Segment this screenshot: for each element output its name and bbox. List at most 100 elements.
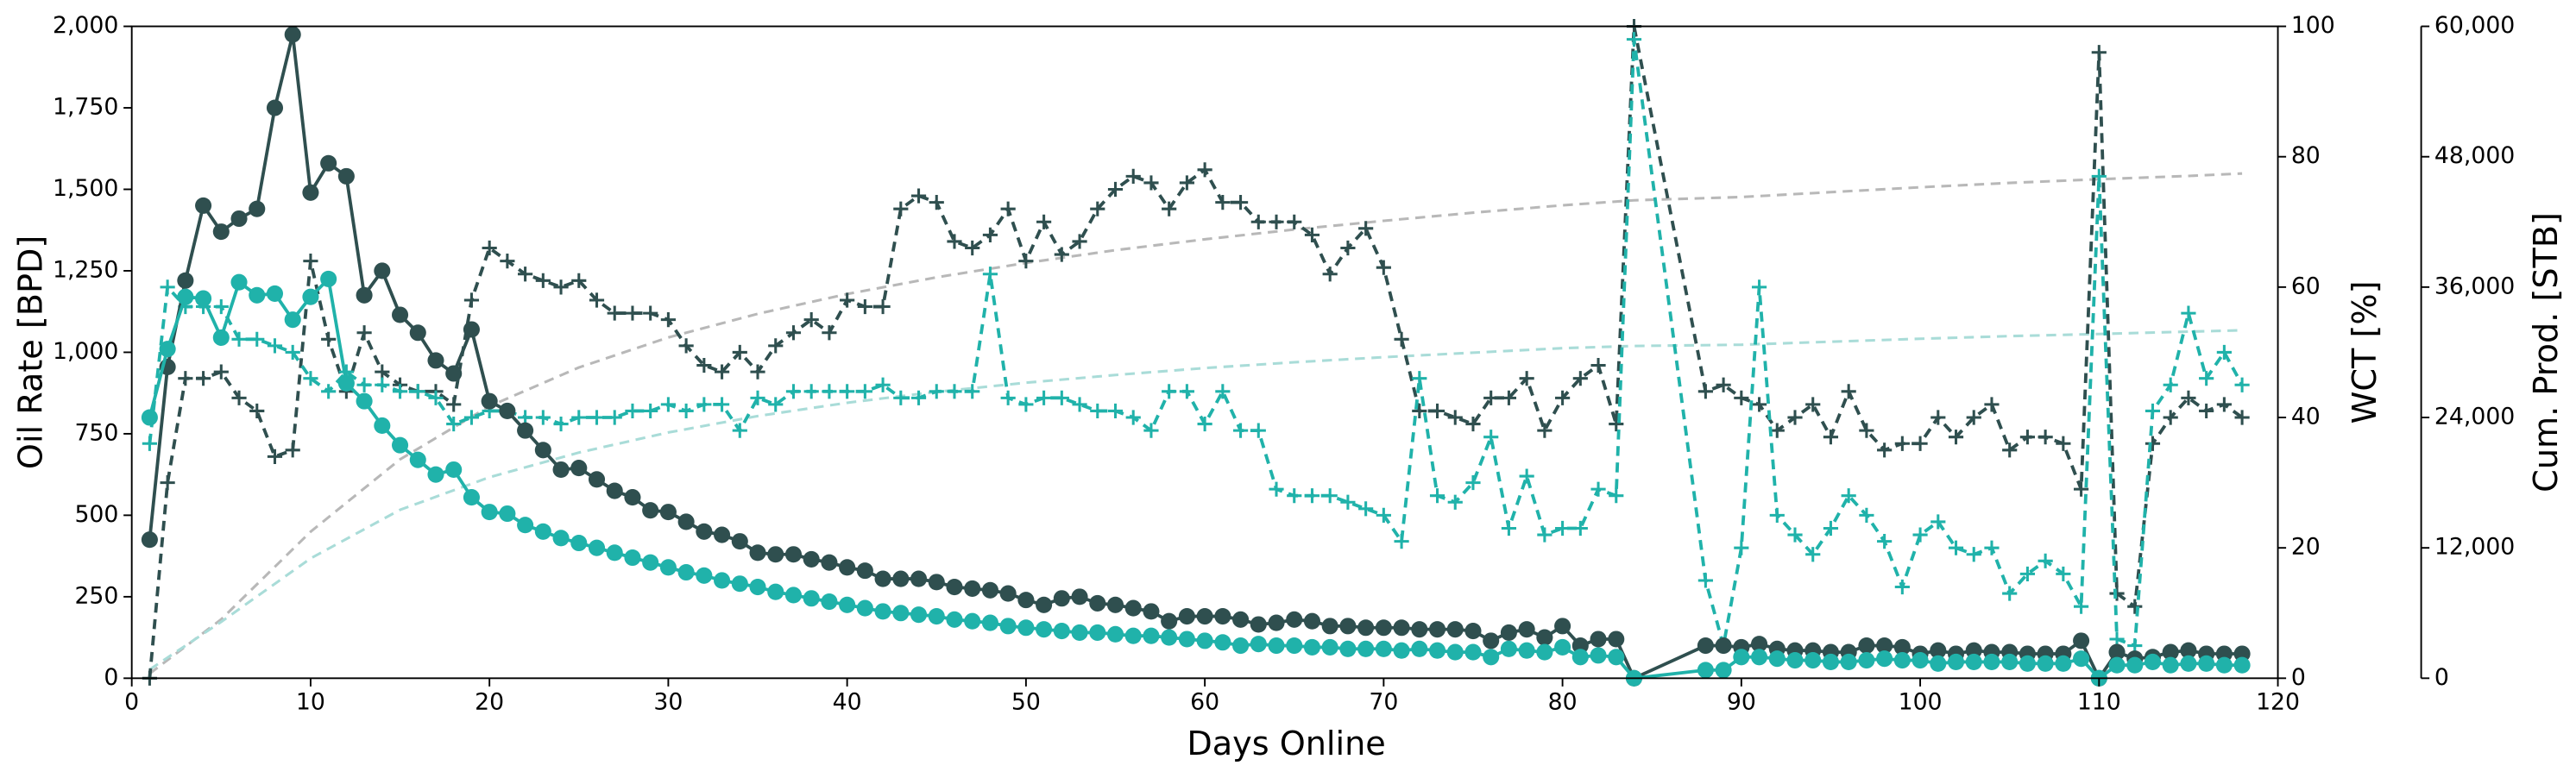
point-marker	[589, 410, 605, 425]
point-marker	[1590, 481, 1606, 497]
point-marker	[1107, 403, 1124, 419]
series-line	[148, 37, 2244, 648]
point-marker	[750, 390, 765, 405]
point-marker	[1340, 494, 1356, 510]
point-marker	[874, 570, 891, 587]
point-marker	[856, 562, 873, 580]
point-marker	[1394, 331, 1409, 347]
point-marker	[446, 416, 462, 432]
point-marker	[177, 272, 194, 289]
point-marker	[249, 200, 266, 217]
point-marker	[910, 188, 927, 204]
y-tick-label: 1,500	[53, 175, 118, 202]
point-marker	[356, 377, 372, 392]
point-marker	[1143, 603, 1160, 620]
point-marker	[822, 325, 837, 341]
point-marker	[142, 436, 157, 451]
point-marker	[1983, 653, 2000, 670]
point-marker	[2055, 655, 2072, 672]
point-marker	[1840, 653, 1857, 670]
point-marker	[409, 324, 426, 342]
y-tick-label: 1,000	[53, 338, 118, 365]
point-marker	[1769, 423, 1785, 438]
point-marker	[2073, 632, 2090, 649]
point-marker	[1090, 201, 1105, 216]
point-marker	[1571, 649, 1589, 666]
point-marker	[1519, 468, 1534, 484]
point-marker	[2108, 643, 2126, 661]
point-marker	[267, 338, 283, 354]
point-marker	[1876, 650, 1893, 668]
point-marker	[249, 331, 265, 347]
point-marker	[1555, 390, 1571, 405]
point-marker	[678, 338, 694, 354]
point-marker	[910, 606, 928, 624]
point-marker	[302, 288, 319, 305]
point-marker	[1304, 227, 1320, 242]
point-marker	[178, 371, 193, 386]
point-marker	[1429, 403, 1445, 419]
point-marker	[714, 397, 730, 412]
point-marker	[1196, 607, 1213, 625]
point-marker	[2074, 481, 2089, 497]
point-marker	[999, 618, 1017, 635]
point-marker	[2180, 642, 2197, 659]
point-marker	[1161, 629, 1178, 646]
point-marker	[659, 559, 677, 576]
point-marker	[249, 403, 265, 419]
point-marker	[749, 544, 766, 562]
point-marker	[2108, 656, 2126, 674]
point-marker	[1483, 632, 1500, 649]
point-marker	[1483, 649, 1500, 666]
point-marker	[1214, 607, 1231, 625]
point-marker	[1214, 634, 1231, 651]
point-marker	[445, 365, 463, 382]
point-marker	[1609, 416, 1624, 432]
point-marker	[141, 531, 158, 549]
point-marker	[570, 534, 588, 552]
point-marker	[463, 292, 480, 308]
point-marker	[160, 475, 175, 491]
point-marker	[1124, 599, 1142, 617]
point-marker	[552, 461, 570, 479]
point-marker	[2145, 403, 2161, 419]
point-marker	[1196, 632, 1213, 649]
point-marker	[1125, 410, 1141, 425]
point-marker	[1376, 507, 1391, 523]
point-marker	[606, 482, 623, 499]
point-marker	[1464, 622, 1482, 640]
point-marker	[374, 417, 391, 435]
point-marker	[337, 167, 355, 185]
point-marker	[321, 384, 337, 399]
point-marker	[1877, 442, 1893, 458]
point-marker	[570, 460, 588, 477]
point-marker	[1786, 652, 1804, 669]
point-marker	[1321, 638, 1338, 656]
point-marker	[946, 578, 963, 596]
point-marker	[1697, 637, 1714, 655]
point-marker	[1232, 423, 1249, 438]
y-tick-label: 0	[104, 664, 118, 691]
point-marker	[1125, 168, 1141, 184]
point-marker	[303, 254, 318, 269]
point-marker	[643, 403, 658, 419]
point-marker	[1428, 642, 1446, 659]
point-marker	[1447, 494, 1463, 510]
point-marker	[731, 575, 748, 593]
point-marker	[1590, 357, 1606, 373]
point-marker	[1197, 162, 1212, 178]
axes-frame	[130, 25, 2279, 680]
point-marker	[2162, 643, 2179, 661]
point-marker	[1053, 590, 1070, 607]
point-marker	[1090, 403, 1105, 419]
point-marker	[1215, 384, 1231, 399]
point-marker	[1697, 573, 1713, 588]
point-marker	[803, 550, 820, 568]
point-marker	[1232, 195, 1249, 210]
point-marker	[284, 311, 301, 329]
point-marker	[1124, 627, 1142, 644]
point-marker	[141, 409, 158, 426]
point-marker	[840, 384, 855, 399]
point-marker	[1250, 423, 1266, 438]
point-marker	[392, 384, 408, 399]
